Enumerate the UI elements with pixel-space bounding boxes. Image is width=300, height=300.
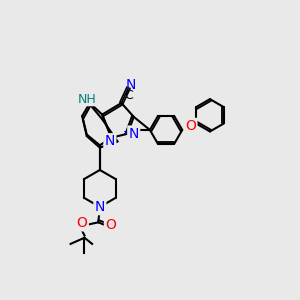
Text: N: N	[105, 134, 115, 148]
Text: N: N	[128, 127, 139, 141]
Text: O: O	[185, 119, 196, 133]
Text: NH: NH	[77, 93, 96, 106]
Text: O: O	[77, 216, 88, 230]
Text: N: N	[95, 200, 105, 214]
Text: C: C	[124, 89, 133, 102]
Text: N: N	[126, 78, 136, 92]
Text: =: =	[122, 128, 131, 138]
Text: O: O	[105, 218, 116, 233]
Text: O: O	[185, 119, 196, 133]
Text: N: N	[105, 134, 115, 148]
Text: O: O	[104, 218, 115, 233]
Text: O: O	[77, 216, 88, 230]
Text: N: N	[128, 127, 139, 141]
Text: N: N	[95, 200, 105, 214]
Text: NH: NH	[76, 93, 95, 106]
